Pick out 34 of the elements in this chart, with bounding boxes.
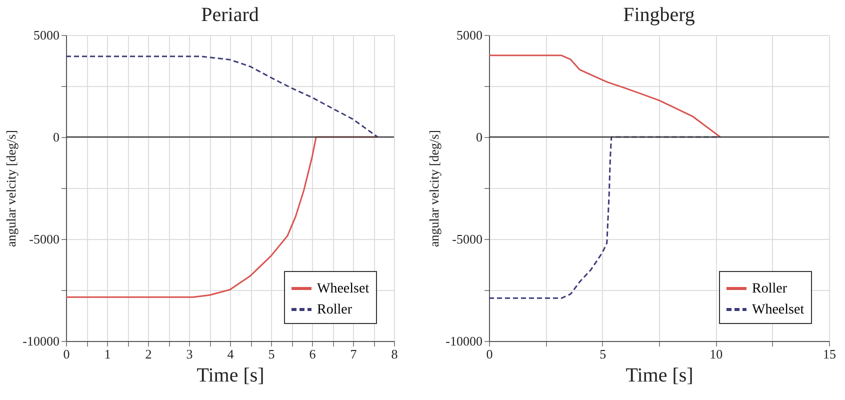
line-series	[66, 136, 378, 298]
x-tick-label: 6	[309, 346, 316, 362]
line-series	[66, 56, 378, 138]
x-tick-label: 5	[268, 346, 275, 362]
x-tick-label: 10	[710, 346, 723, 362]
y-tick-label: -10000	[22, 334, 60, 348]
y-tick-label: 5000	[34, 28, 60, 42]
x-axis-title: Time [s]	[626, 364, 694, 386]
x-tick-label: 15	[823, 346, 836, 362]
x-tick-label: 0	[63, 346, 70, 362]
x-tick-label: 7	[350, 346, 358, 362]
y-tick-label: -10000	[446, 334, 482, 348]
y-tick-label: -5000	[452, 232, 482, 246]
y-tick-label: 0	[476, 130, 482, 144]
y-axis-title: angular velcity [deg/s]	[4, 130, 19, 247]
chart-title: Fingberg	[623, 4, 695, 26]
x-tick-label: 2	[145, 346, 152, 362]
x-axis-title: Time [s]	[196, 364, 264, 386]
x-tick-label: 8	[391, 346, 398, 362]
y-tick-label: -5000	[29, 232, 60, 246]
chart-title: Periard	[201, 4, 259, 26]
legend-label: Wheelset	[752, 302, 804, 318]
legend-label: Roller	[317, 302, 352, 318]
y-axis-title: angular velcity [deg/s]	[426, 130, 442, 247]
line-series	[489, 54, 721, 138]
x-tick-label: 4	[227, 346, 234, 362]
x-tick-label: 5	[600, 346, 606, 362]
x-tick-label: 0	[486, 346, 493, 362]
x-tick-label: 3	[186, 346, 193, 362]
y-tick-label: 0	[53, 130, 60, 144]
legend-label: Roller	[752, 282, 788, 296]
y-tick-label: 5000	[456, 28, 482, 42]
legend-label: Wheelset	[317, 282, 370, 296]
x-tick-label: 1	[104, 346, 111, 362]
